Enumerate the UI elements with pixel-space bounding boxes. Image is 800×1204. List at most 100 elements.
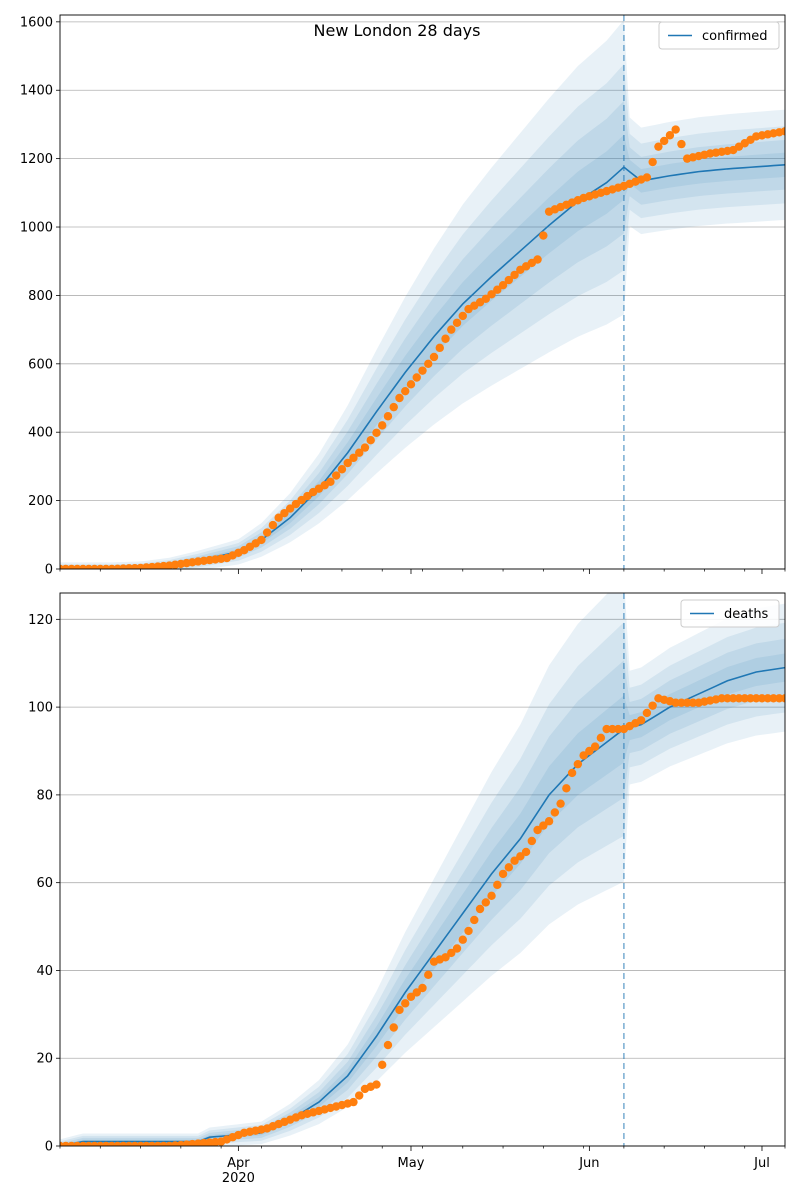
observed-point [458, 935, 467, 944]
observed-point [533, 255, 542, 264]
y-tick-label: 600 [28, 357, 53, 372]
observed-point [475, 904, 485, 914]
observed-point [395, 1005, 404, 1015]
observed-point [412, 373, 421, 382]
observed-point [452, 318, 462, 327]
observed-point [763, 694, 772, 703]
observed-point [671, 698, 680, 707]
observed-point [573, 759, 583, 769]
observed-point [596, 733, 606, 743]
observed-point [406, 992, 416, 1001]
observed-point [498, 869, 508, 879]
observed-point [424, 359, 433, 369]
observed-point [682, 698, 692, 707]
y-tick-label: 0 [45, 563, 53, 578]
observed-point [757, 694, 767, 703]
observed-point [355, 1091, 364, 1100]
y-tick-label: 100 [28, 701, 53, 716]
y-tick-label: 40 [36, 964, 53, 979]
uncertainty-band [60, 19, 785, 569]
observed-point [337, 465, 347, 474]
observed-point [688, 698, 698, 707]
observed-point [418, 366, 427, 375]
observed-point [429, 352, 439, 362]
y-tick-label: 60 [36, 876, 53, 891]
observed-point [752, 694, 761, 703]
y-tick-label: 200 [28, 494, 53, 509]
observed-point [343, 458, 352, 468]
legend-box [680, 599, 780, 628]
observed-point [378, 421, 387, 430]
y-tick-label: 1400 [20, 84, 53, 99]
observed-point [383, 1040, 393, 1050]
legend-box [658, 21, 780, 50]
observed-point [642, 708, 652, 718]
observed-point [590, 742, 600, 751]
observed-point [360, 443, 370, 452]
x-tick-label: Jul [753, 1156, 770, 1171]
observed-point [527, 836, 537, 846]
observed-point [510, 856, 519, 865]
observed-point [366, 435, 375, 445]
observed-point [556, 799, 565, 808]
observed-point [441, 334, 450, 343]
observed-point [648, 157, 657, 167]
observed-point [418, 983, 427, 993]
y-tick-label: 1000 [20, 221, 53, 236]
uncertainty-band [60, 653, 785, 1146]
observed-point [401, 386, 410, 396]
y-tick-label: 20 [36, 1052, 53, 1067]
observed-point [435, 343, 444, 353]
observed-point [769, 694, 778, 703]
observed-point [285, 504, 295, 513]
y-tick-label: 1200 [20, 152, 53, 167]
observed-point [326, 477, 335, 486]
observed-point [579, 751, 588, 760]
observed-point [562, 784, 571, 793]
observed-point [355, 448, 364, 457]
observed-point [268, 520, 278, 530]
observed-point [441, 953, 450, 962]
legend-label: confirmed [702, 29, 768, 44]
observed-point [636, 716, 646, 725]
observed-point [734, 694, 744, 703]
plot-area [60, 15, 785, 569]
observed-point [775, 694, 784, 703]
observed-point [665, 131, 675, 140]
observed-point [406, 380, 416, 389]
observed-point [389, 402, 398, 412]
observed-point [677, 139, 686, 149]
observed-point [780, 694, 785, 703]
observed-point [510, 270, 519, 280]
observed-point [349, 453, 358, 463]
observed-point [280, 508, 289, 518]
observed-point [498, 280, 508, 290]
observed-point [487, 290, 496, 299]
observed-point [585, 746, 594, 756]
observed-point [452, 944, 462, 953]
chart-title: New London 28 days [314, 21, 481, 40]
observed-point [481, 294, 490, 304]
uncertainty-band [60, 622, 785, 1146]
observed-point [383, 412, 393, 421]
observed-point [372, 428, 381, 437]
observed-point [401, 999, 410, 1008]
confirmed-panel: 0 200 400 600 800 1000 1200 1400 1600 confirmed [20, 14, 786, 578]
observed-point [349, 1097, 358, 1107]
observed-point [602, 724, 611, 734]
observed-point [740, 694, 749, 703]
uncertainty-band [60, 638, 785, 1146]
observed-point [613, 724, 623, 734]
observed-point [780, 127, 785, 136]
observed-point [608, 724, 617, 734]
observed-point [412, 988, 421, 997]
deaths-panel: 0 20 40 60 80 100 120 Apr May Jun Jul 2020 deaths [28, 592, 786, 1186]
observed-point [395, 393, 404, 403]
observed-point [717, 694, 726, 703]
legend-label: deaths [724, 607, 769, 622]
observed-point [487, 891, 496, 901]
observed-point [539, 231, 548, 240]
observed-point [493, 285, 502, 294]
